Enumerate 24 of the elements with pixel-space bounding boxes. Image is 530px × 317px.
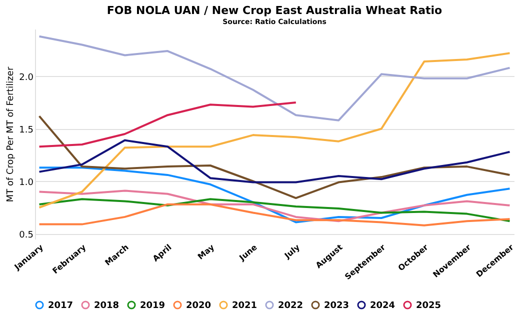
legend-label: 2019 xyxy=(140,300,166,311)
line-series xyxy=(38,198,511,222)
line-series xyxy=(38,139,511,184)
y-tick-label: 0.5 xyxy=(19,230,34,240)
legend-label: 2022 xyxy=(278,300,304,311)
y-axis-title: MT of Crop Per MT of Fertilizer xyxy=(6,66,16,202)
legend-label: 2020 xyxy=(186,300,212,311)
line-series xyxy=(38,52,511,208)
y-tick-label: 2.0 xyxy=(19,72,34,83)
line-series xyxy=(38,166,511,224)
line-series xyxy=(38,203,511,226)
legend-label: 2023 xyxy=(324,300,350,311)
legend-label: 2021 xyxy=(232,300,258,311)
legend-label: 2024 xyxy=(370,300,396,311)
legend-label: 2018 xyxy=(94,300,120,311)
legend-label: 2025 xyxy=(416,300,442,311)
line-series xyxy=(38,115,511,200)
y-tick-label: 1.5 xyxy=(19,125,34,136)
legend-label: 2017 xyxy=(48,300,74,311)
line-series xyxy=(38,35,511,122)
line-series xyxy=(38,190,511,222)
line-series xyxy=(38,102,297,148)
y-tick-label: 1.0 xyxy=(19,178,34,188)
chart-title: FOB NOLA UAN / New Crop East Australia Wheat Ratio xyxy=(106,4,443,17)
